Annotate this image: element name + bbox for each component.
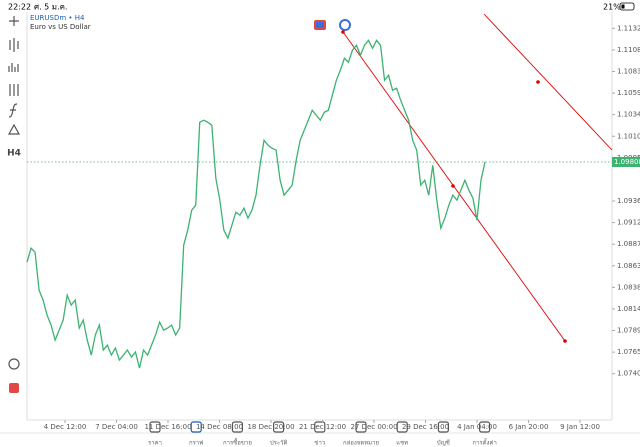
nav-tab[interactable]: ราคา [148, 440, 162, 447]
x-tick-label: 6 Jan 20:00 [509, 423, 549, 431]
nav-icon [479, 421, 491, 433]
y-tick-label: 1.07650 [617, 348, 640, 356]
y-tick-label: 1.10835 [617, 67, 640, 75]
sell-button-inner [316, 22, 324, 28]
nav-tab[interactable]: บัญชี [437, 439, 450, 447]
buy-button[interactable] [339, 19, 351, 31]
trend-line-handle [451, 184, 455, 188]
nav-tab[interactable]: ข่าว [314, 440, 325, 447]
x-tick-label: 7 Dec 04:00 [95, 423, 138, 431]
nav-tab[interactable]: การตั้งค่า [472, 437, 496, 447]
nav-tab[interactable]: กล่องจดหมาย [343, 440, 379, 447]
nav-tab[interactable]: แชท [396, 440, 408, 447]
status-battery: 21% [603, 3, 621, 12]
nav-icon [396, 421, 408, 433]
nav-tab[interactable]: ประวัติ [270, 440, 288, 447]
nav-icon [314, 421, 326, 433]
y-tick-label: 1.07405 [617, 370, 640, 378]
price-line [26, 39, 486, 369]
y-tick-label: 1.11325 [617, 24, 640, 32]
current-price-box [612, 156, 640, 167]
indicators-tool[interactable] [8, 63, 19, 72]
chart-type-tool[interactable] [9, 38, 19, 52]
nav-icon [149, 421, 161, 433]
timeframe[interactable]: H4 [7, 149, 21, 159]
y-tick-label: 1.08875 [617, 240, 640, 248]
y-tick-label: 1.10345 [617, 111, 640, 119]
trade-tool[interactable] [9, 383, 19, 393]
trend-line-handle [341, 30, 345, 34]
nav-icon [355, 421, 367, 433]
status-date: ศ. 5 ม.ค. [34, 3, 68, 12]
x-tick-label: 29 Dec 16:00 [402, 423, 449, 431]
trend-line-handle [563, 339, 567, 343]
nav-icon [190, 421, 202, 433]
battery-icon [619, 2, 635, 11]
y-tick-label: 1.0814 [617, 305, 640, 313]
x-tick-label: 18 Dec 20:00 [247, 423, 294, 431]
left-toolbar: H4 [7, 16, 21, 393]
x-tick-label: 21 Dec 12:00 [299, 423, 346, 431]
x-tick-label: 14 Dec 08:00 [196, 423, 243, 431]
y-tick-label: 1.08630 [617, 262, 640, 270]
bottom-nav: ราคา กราฟ การซื้อขาย ประวัติ ข่าว กล่องจดหมาย… [148, 421, 497, 447]
nav-icon [437, 421, 449, 433]
y-tick-label: 1.10100 [617, 132, 640, 140]
y-tick-label: 1.11080 [617, 46, 640, 54]
y-tick-label: 1.09365 [617, 197, 640, 205]
history-tool[interactable] [8, 358, 20, 370]
x-tick-label: 11 Dec 16:00 [144, 423, 191, 431]
trend-line [483, 13, 613, 151]
x-tick-label: 4 Jan 04:00 [457, 423, 497, 431]
status-time: 22:22 [8, 3, 31, 12]
x-tick-label: 9 Jan 12:00 [560, 423, 600, 431]
trend-line-handle [536, 80, 540, 84]
symbol: EURUSDm • H4 [30, 14, 85, 22]
y-tick-label: 1.10590 [617, 89, 640, 97]
nav-icon [231, 421, 243, 433]
current-price-label: 1.09808 [614, 158, 640, 166]
nav-tab[interactable]: การซื้อขาย [223, 437, 252, 447]
nav-icon [273, 421, 285, 433]
settings-tool[interactable] [9, 84, 19, 96]
function-tool[interactable] [8, 103, 18, 118]
y-tick-label: 1.08385 [617, 283, 640, 291]
y-tick-label: 1.09120 [617, 219, 640, 227]
symbol-description: Euro vs US Dollar [30, 23, 91, 31]
crosshair-tool[interactable] [9, 16, 19, 26]
y-tick-label: 1.07895 [617, 327, 640, 335]
nav-tab[interactable]: กราฟ [189, 440, 203, 447]
x-tick-label: 4 Dec 12:00 [44, 423, 87, 431]
x-tick-label: 27 Dec 00:00 [350, 423, 397, 431]
battery-level [621, 4, 625, 9]
objects-tool[interactable] [7, 123, 21, 135]
